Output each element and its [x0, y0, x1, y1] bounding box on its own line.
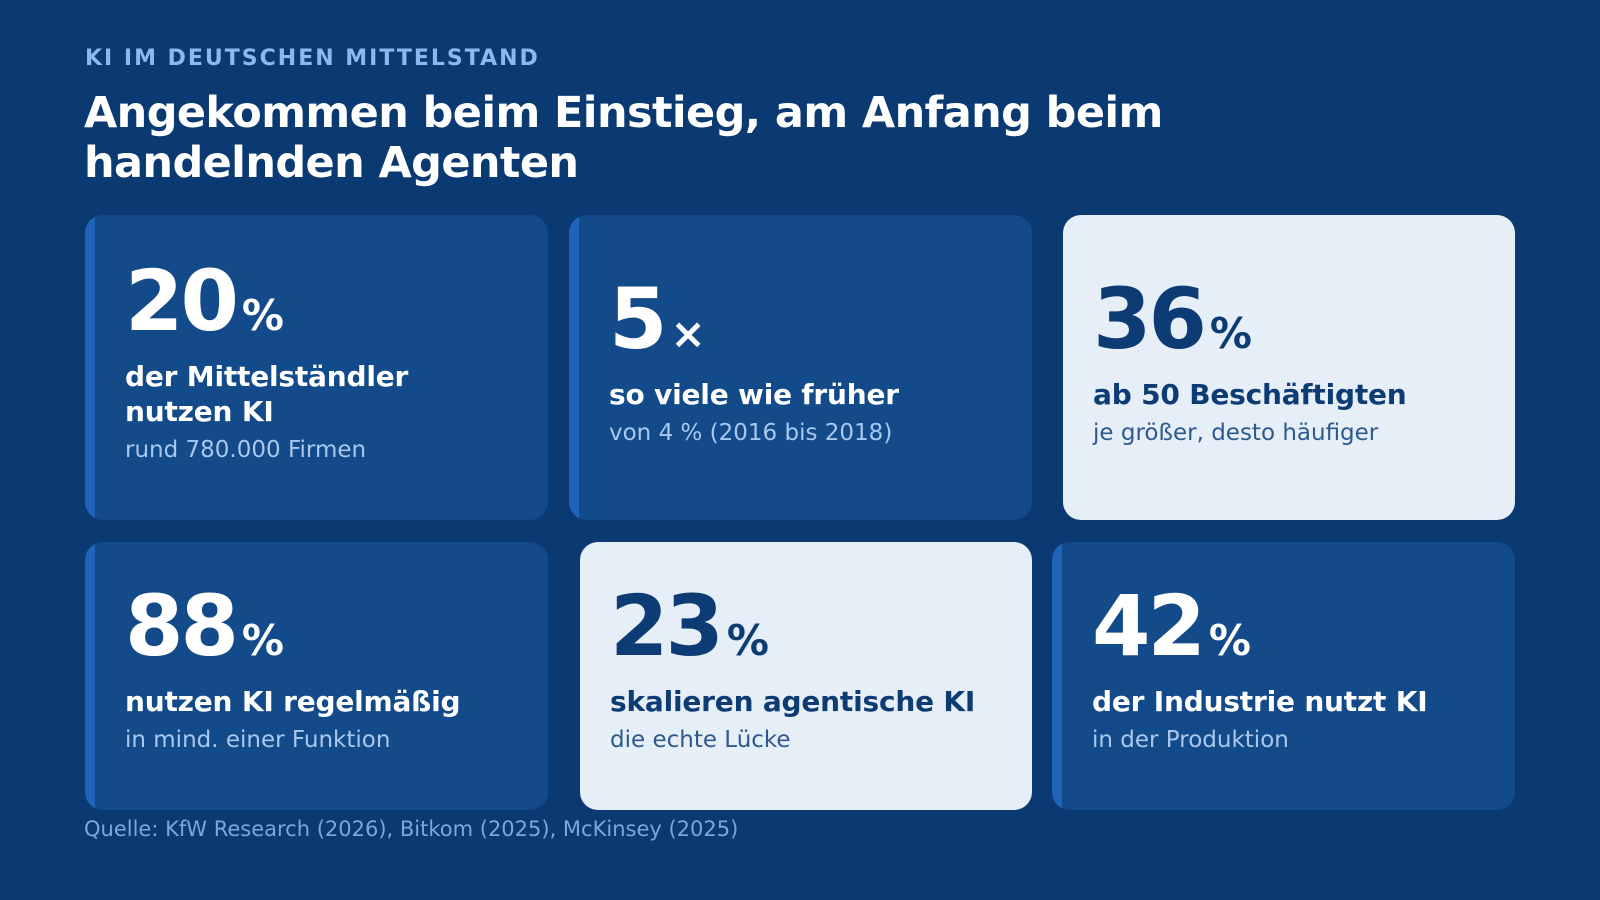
stat-value: 88 — [125, 577, 239, 675]
stat-subtext: rund 780.000 Firmen — [125, 437, 367, 463]
stat-subtext: von 4 % (2016 bis 2018) — [609, 420, 893, 446]
stat-label: der Industrie nutzt KI — [1092, 685, 1428, 718]
stat-figure: 20 % — [125, 257, 524, 345]
stat-unit: % — [241, 616, 284, 665]
stat-figure: 36 % — [1093, 275, 1491, 363]
stat-value: 23 — [610, 577, 724, 675]
section-eyebrow: KI IM DEUTSCHEN MITTELSTAND — [85, 46, 540, 71]
stat-value: 5 — [609, 270, 667, 368]
stat-card-regular-use: 88 % nutzen KI regelmäßig in mind. einer… — [85, 542, 548, 810]
stat-subtext: die echte Lücke — [610, 727, 791, 753]
stat-label: so viele wie früher — [609, 378, 899, 411]
page-title: Angekommen beim Einstieg, am Anfang beim… — [84, 88, 1163, 188]
stat-figure: 88 % — [125, 582, 524, 670]
stat-label: der Mittelständler nutzen KI — [125, 360, 409, 428]
stat-card-mittelstand-usage: 20 % der Mittelständler nutzen KI rund 7… — [85, 215, 548, 520]
stat-card-growth-factor: 5 × so viele wie früher von 4 % (2016 bi… — [569, 215, 1032, 520]
stat-card-agentic-ai: 23 % skalieren agentische KI die echte L… — [580, 542, 1032, 810]
stat-value: 20 — [125, 252, 239, 350]
stat-figure: 42 % — [1092, 582, 1491, 670]
stat-value: 36 — [1093, 270, 1207, 368]
source-footnote: Quelle: KfW Research (2026), Bitkom (202… — [84, 817, 739, 841]
stat-subtext: in mind. einer Funktion — [125, 727, 391, 753]
stat-unit: × — [670, 309, 706, 358]
stat-label: nutzen KI regelmäßig — [125, 685, 461, 718]
stat-card-company-size: 36 % ab 50 Beschäftigten je größer, dest… — [1063, 215, 1515, 520]
stat-subtext: in der Produktion — [1092, 727, 1289, 753]
stat-unit: % — [1209, 309, 1252, 358]
stat-subtext: je größer, desto häufiger — [1093, 420, 1379, 446]
stat-value: 42 — [1092, 577, 1206, 675]
stat-unit: % — [1208, 616, 1251, 665]
stat-unit: % — [726, 616, 769, 665]
stat-figure: 5 × — [609, 275, 1008, 363]
stat-unit: % — [241, 291, 284, 340]
stat-card-industry-production: 42 % der Industrie nutzt KI in der Produ… — [1052, 542, 1515, 810]
stat-label: ab 50 Beschäftigten — [1093, 378, 1407, 411]
stat-label: skalieren agentische KI — [610, 685, 976, 718]
stat-figure: 23 % — [610, 582, 1008, 670]
